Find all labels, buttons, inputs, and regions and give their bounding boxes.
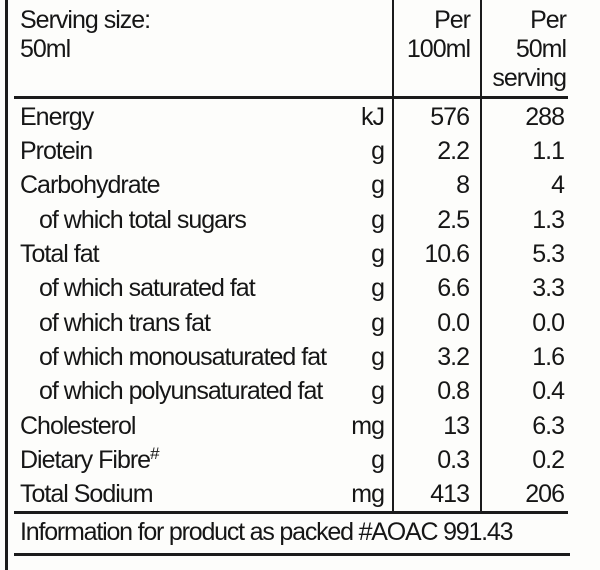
value-per-50ml: 6.3: [532, 411, 565, 440]
table-row: Cholesterol mg 13 6.3: [5, 409, 568, 443]
nutrient-label: Carbohydrate: [20, 171, 160, 200]
column-divider-2: [480, 0, 482, 512]
nutrient-unit: g: [371, 239, 385, 268]
per-100ml-column-header: Per 100ml: [398, 6, 471, 64]
table-row: Dietary Fibre# g 0.3 0.2: [5, 443, 568, 477]
value-per-100ml: 10.6: [424, 239, 470, 268]
value-per-100ml: 576: [430, 102, 470, 131]
nutrient-label: of which polyunsaturated fat: [39, 377, 323, 406]
per-50ml-header-line3: serving: [492, 64, 567, 92]
value-per-100ml: 6.6: [437, 274, 470, 303]
table-row: of which monousaturated fat g 3.2 1.6: [5, 340, 568, 374]
nutrient-unit: g: [371, 205, 385, 234]
value-per-50ml: 0.4: [532, 377, 565, 406]
body-bottom-line: [14, 511, 568, 514]
nutrient-label: of which saturated fat: [39, 274, 256, 303]
nutrient-label: of which total sugars: [39, 205, 247, 234]
footer-bottom-line: [14, 553, 570, 556]
table-row: Total Sodium mg 413 206: [5, 478, 568, 512]
value-per-50ml: 0.0: [532, 308, 565, 337]
nutrient-label: Total fat: [20, 239, 100, 268]
table-row: Total fat g 10.6 5.3: [5, 237, 568, 271]
per-50ml-header-line1: Per: [530, 6, 567, 34]
value-per-100ml: 0.3: [437, 445, 470, 474]
per-50ml-column-header: Per 50ml serving: [481, 6, 567, 93]
column-divider-1: [392, 0, 394, 512]
value-per-100ml: 13: [443, 411, 470, 440]
nutrient-unit: g: [371, 342, 385, 371]
nutrient-unit: g: [371, 308, 385, 337]
table-row: Protein g 2.2 1.1: [5, 134, 568, 168]
serving-size-header: Serving size: 50ml: [20, 6, 151, 64]
value-per-50ml: 1.1: [532, 136, 565, 165]
nutrient-label: Protein: [20, 136, 93, 165]
value-per-50ml: 1.3: [532, 205, 565, 234]
nutrient-unit: g: [371, 445, 385, 474]
nutrient-unit: g: [371, 274, 385, 303]
left-border-line: [5, 0, 8, 570]
table-row: Energy kJ 576 288: [5, 100, 568, 134]
value-per-50ml: 206: [525, 480, 565, 509]
per-100ml-header-line2: 100ml: [406, 35, 471, 63]
serving-size-label: Serving size:: [20, 6, 151, 34]
value-per-100ml: 0.0: [437, 308, 470, 337]
nutrient-unit: kJ: [361, 102, 385, 131]
header-divider-line: [14, 96, 568, 99]
nutrient-label: of which monousaturated fat: [39, 342, 327, 371]
value-per-50ml: 3.3: [532, 274, 565, 303]
value-per-100ml: 8: [456, 171, 470, 200]
value-per-100ml: 0.8: [437, 377, 470, 406]
nutrient-label: Dietary Fibre#: [20, 445, 160, 474]
value-per-50ml: 4: [551, 171, 565, 200]
footnote-marker: #: [150, 445, 160, 463]
serving-size-value: 50ml: [20, 35, 71, 63]
table-row: Carbohydrate g 8 4: [5, 169, 568, 203]
table-row: of which polyunsaturated fat g 0.8 0.4: [5, 375, 568, 409]
value-per-50ml: 5.3: [532, 239, 565, 268]
value-per-50ml: 0.2: [532, 445, 565, 474]
nutrient-label: Cholesterol: [20, 411, 136, 440]
nutrient-unit: mg: [351, 480, 385, 509]
table-row: of which saturated fat g 6.6 3.3: [5, 272, 568, 306]
value-per-50ml: 1.6: [532, 342, 565, 371]
nutrient-unit: g: [371, 136, 385, 165]
value-per-100ml: 413: [430, 480, 470, 509]
table-row: of which trans fat g 0.0 0.0: [5, 306, 568, 340]
per-100ml-header-line1: Per: [434, 6, 471, 34]
table-row: of which total sugars g 2.5 1.3: [5, 203, 568, 237]
nutrient-unit: g: [371, 171, 385, 200]
nutrient-unit: g: [371, 377, 385, 406]
footer-note: Information for product as packed #AOAC …: [20, 518, 514, 546]
nutrient-rows: Energy kJ 576 288 Protein g 2.2 1.1 Carb…: [5, 100, 568, 512]
nutrient-unit: mg: [351, 411, 385, 440]
nutrient-label: of which trans fat: [39, 308, 211, 337]
value-per-100ml: 2.5: [437, 205, 470, 234]
nutrient-label: Energy: [20, 102, 94, 131]
value-per-50ml: 288: [525, 102, 565, 131]
per-50ml-header-line2: 50ml: [515, 35, 567, 63]
nutrient-label: Total Sodium: [20, 480, 154, 509]
value-per-100ml: 2.2: [437, 136, 470, 165]
value-per-100ml: 3.2: [437, 342, 470, 371]
